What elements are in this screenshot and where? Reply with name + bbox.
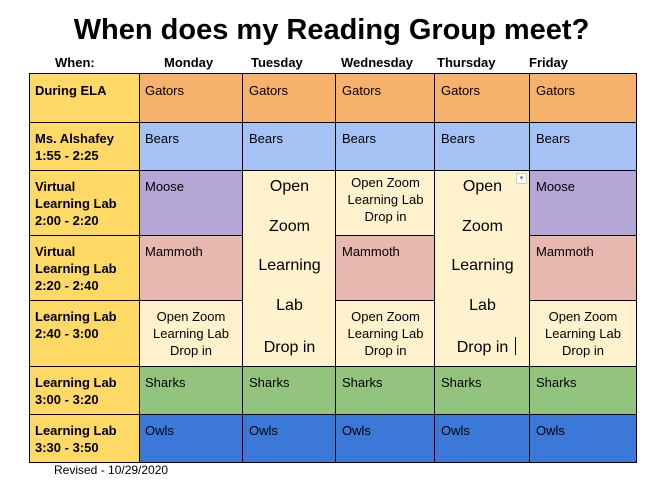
cell-gators-monday[interactable]: Gators <box>139 74 243 122</box>
grid-vline <box>335 73 336 463</box>
cell-bears-thursday[interactable]: Bears <box>435 122 530 170</box>
cell-bears-friday[interactable]: Bears <box>530 122 636 170</box>
cell-sharks-friday[interactable]: Sharks <box>530 366 636 414</box>
cell-dropin-wednesday-1[interactable]: Open Zoom Learning Lab Drop in <box>336 170 435 235</box>
cell-gators-thursday[interactable]: Gators <box>435 74 530 122</box>
header-when: When: <box>55 55 95 70</box>
cell-owls-wednesday[interactable]: Owls <box>336 414 435 462</box>
cell-dropin-tuesday-merged[interactable]: Open Zoom Learning Lab Drop in <box>243 170 336 366</box>
cell-gators-friday[interactable]: Gators <box>530 74 636 122</box>
page-title: When does my Reading Group meet? <box>73 14 590 46</box>
header-tuesday: Tuesday <box>251 55 303 70</box>
row-label-learning-lab-1: Learning Lab 2:40 - 3:00 <box>29 300 139 366</box>
row-label-during-ela: During ELA <box>29 74 139 122</box>
grid-hline-partial <box>529 300 637 301</box>
grid-hline-partial <box>29 235 243 236</box>
grid-hline-partial <box>335 235 435 236</box>
grid-vline <box>434 73 435 463</box>
cell-dropin-monday[interactable]: Open Zoom Learning Lab Drop in <box>139 300 243 366</box>
header-monday: Monday <box>164 55 214 70</box>
cell-mammoth-monday[interactable]: Mammoth <box>139 235 243 300</box>
header-wednesday: Wednesday <box>341 55 414 70</box>
row-label-virtual-lab-2: Virtual Learning Lab 2:20 - 2:40 <box>29 235 139 300</box>
row-label-learning-lab-2: Learning Lab 3:00 - 3:20 <box>29 366 139 414</box>
grid-hline-partial <box>335 300 435 301</box>
grid-border-top <box>29 73 637 74</box>
grid-vline <box>529 73 530 463</box>
cell-moose-monday[interactable]: Moose <box>139 170 243 235</box>
grid-hline-partial <box>29 300 243 301</box>
grid-hline <box>29 170 637 171</box>
cell-sharks-thursday[interactable]: Sharks <box>435 366 530 414</box>
grid-border-right <box>636 73 637 463</box>
cell-sharks-tuesday[interactable]: Sharks <box>243 366 336 414</box>
cell-bears-tuesday[interactable]: Bears <box>243 122 336 170</box>
cell-gators-wednesday[interactable]: Gators <box>336 74 435 122</box>
header-friday: Friday <box>529 55 569 70</box>
cell-bears-wednesday[interactable]: Bears <box>336 122 435 170</box>
cell-owls-monday[interactable]: Owls <box>139 414 243 462</box>
row-label-virtual-lab-1: Virtual Learning Lab 2:00 - 2:20 <box>29 170 139 235</box>
cell-mammoth-wednesday[interactable]: Mammoth <box>336 235 435 300</box>
cell-owls-friday[interactable]: Owls <box>530 414 636 462</box>
grid-hline <box>29 414 637 415</box>
cell-moose-friday[interactable]: Moose <box>530 170 636 235</box>
header-thursday: Thursday <box>437 55 496 70</box>
chevron-down-icon[interactable]: ▾ <box>516 173 527 184</box>
row-label-learning-lab-3: Learning Lab 3:30 - 3:50 <box>29 414 139 462</box>
cell-sharks-wednesday[interactable]: Sharks <box>336 366 435 414</box>
cell-owls-thursday[interactable]: Owls <box>435 414 530 462</box>
grid-vline <box>242 73 243 463</box>
cell-sharks-monday[interactable]: Sharks <box>139 366 243 414</box>
grid-hline <box>29 122 637 123</box>
cell-bears-monday[interactable]: Bears <box>139 122 243 170</box>
cell-owls-tuesday[interactable]: Owls <box>243 414 336 462</box>
cell-gators-tuesday[interactable]: Gators <box>243 74 336 122</box>
row-label-ms-alshafey: Ms. Alshafey 1:55 - 2:25 <box>29 122 139 170</box>
grid-vline <box>139 73 140 463</box>
grid-border-left <box>29 73 30 463</box>
grid-hline <box>29 366 637 367</box>
cell-mammoth-friday[interactable]: Mammoth <box>530 235 636 300</box>
grid-border-bottom <box>29 462 637 463</box>
cell-dropin-wednesday-2[interactable]: Open Zoom Learning Lab Drop in <box>336 300 435 366</box>
cell-dropin-friday[interactable]: Open Zoom Learning Lab Drop in <box>530 300 636 366</box>
text-cursor <box>515 337 516 355</box>
revised-date: Revised - 10/29/2020 <box>54 463 169 477</box>
cell-dropin-thursday-merged[interactable]: Open Zoom Learning Lab Drop in <box>435 170 530 366</box>
grid-hline-partial <box>529 235 637 236</box>
